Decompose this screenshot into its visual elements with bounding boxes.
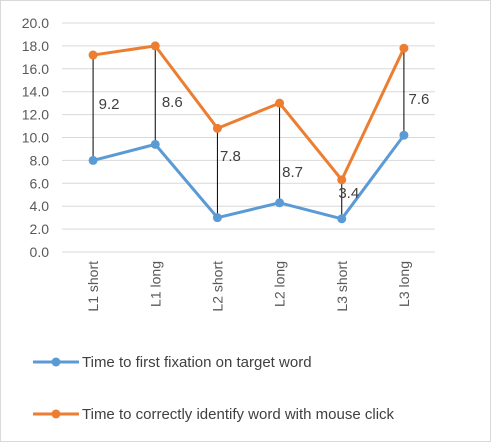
difference-label: 7.8 (220, 148, 241, 165)
data-point (212, 123, 222, 133)
difference-label: 8.7 (282, 164, 303, 181)
legend-label: Time to correctly identify word with mou… (82, 406, 395, 423)
data-point (275, 98, 285, 108)
data-point (88, 155, 98, 165)
y-tick-label: 8.0 (30, 152, 50, 168)
y-tick-label: 4.0 (30, 198, 50, 214)
difference-label: 7.6 (408, 91, 429, 108)
difference-lines (92, 45, 405, 219)
series-line (92, 134, 406, 221)
y-tick-label: 0.0 (30, 244, 50, 260)
data-point (275, 198, 285, 208)
data-point (399, 43, 409, 53)
x-tick-label: L3 long (396, 261, 412, 307)
data-point (150, 41, 160, 51)
x-tick-label: L1 short (85, 261, 101, 312)
legend: Time to first fixation on target word Tim… (33, 354, 395, 423)
x-tick-label: L2 short (209, 261, 225, 312)
y-tick-label: 18.0 (22, 38, 49, 54)
difference-label: 9.2 (99, 96, 120, 113)
y-tick-label: 16.0 (22, 61, 49, 77)
y-tick-label: 6.0 (30, 175, 50, 191)
x-tick-label: L1 long (147, 261, 163, 307)
data-point (150, 139, 160, 149)
series-line (92, 44, 406, 182)
data-point (337, 175, 347, 185)
legend-marker (51, 409, 61, 419)
difference-label: 3.4 (338, 185, 359, 202)
y-tick-label: 20.0 (22, 15, 49, 31)
gridlines (62, 22, 435, 253)
y-tick-label: 12.0 (22, 107, 49, 123)
y-tick-label: 2.0 (30, 221, 50, 237)
data-point (399, 130, 409, 140)
y-tick-label: 10.0 (22, 130, 49, 146)
legend-label: Time to first fixation on target word (82, 354, 312, 371)
data-point (88, 50, 98, 60)
data-point (337, 214, 347, 224)
y-axis-tick-labels: 0.0 2.0 4.0 6.0 8.0 10.0 12.0 14.0 16.0 18.0 20.0 (22, 15, 49, 260)
y-tick-label: 14.0 (22, 84, 49, 100)
series-lines (88, 41, 409, 224)
x-tick-label: L3 short (334, 261, 350, 312)
x-axis-tick-labels: L1 short L1 long L2 short L2 long L3 short L3… (85, 261, 412, 312)
x-tick-label: L2 long (272, 261, 288, 307)
difference-label: 8.6 (162, 94, 183, 111)
difference-labels: 9.2 8.6 7.8 8.7 3.4 7.6 (99, 91, 430, 202)
legend-marker (51, 357, 61, 367)
data-point (212, 213, 222, 223)
